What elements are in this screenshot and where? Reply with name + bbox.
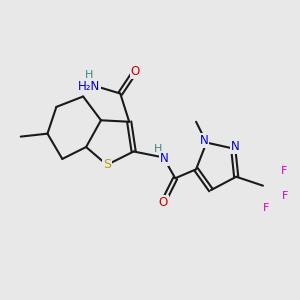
Text: N: N: [200, 134, 208, 147]
Text: H: H: [154, 143, 162, 154]
Text: N: N: [160, 152, 168, 165]
Text: H: H: [85, 70, 93, 80]
Text: F: F: [282, 191, 288, 201]
Text: F: F: [280, 166, 287, 176]
Text: H₂N: H₂N: [78, 80, 100, 93]
Text: F: F: [263, 203, 269, 213]
Text: O: O: [159, 196, 168, 208]
Text: S: S: [103, 158, 111, 171]
Text: N: N: [231, 140, 240, 153]
Text: O: O: [130, 65, 140, 78]
